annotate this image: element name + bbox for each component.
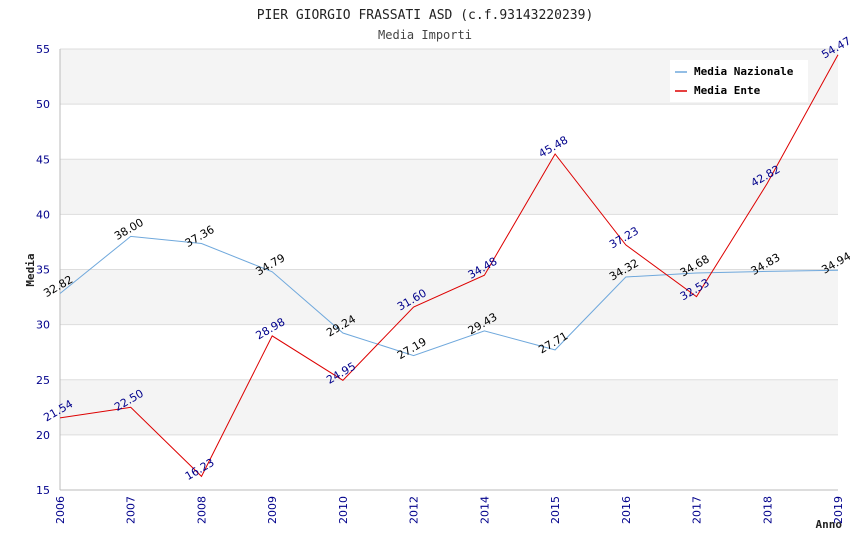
y-tick-label: 40 xyxy=(36,208,50,221)
legend: Media Nazionale Media Ente xyxy=(670,60,808,102)
plot-band xyxy=(60,379,838,435)
x-tick-label: 2010 xyxy=(337,496,350,524)
y-tick-label: 30 xyxy=(36,319,50,332)
plot-band xyxy=(60,104,838,160)
x-tick-label: 2009 xyxy=(266,496,279,524)
y-tick-label: 50 xyxy=(36,98,50,111)
chart-title: PIER GIORGIO FRASSATI ASD (c.f.931432202… xyxy=(257,8,594,23)
y-axis-label: Media xyxy=(24,253,37,286)
series-line-0 xyxy=(59,235,839,357)
x-tick-label: 2019 xyxy=(832,496,845,524)
plot-band xyxy=(60,159,838,215)
x-tick-label: 2006 xyxy=(54,496,67,524)
x-tick-label: 2012 xyxy=(408,496,421,524)
plot-band xyxy=(60,269,838,325)
legend-label-media-ente: Media Ente xyxy=(694,84,761,97)
x-tick-label: 2018 xyxy=(761,496,774,524)
series-lines xyxy=(59,54,839,478)
chart-subtitle: Media Importi xyxy=(378,28,472,42)
plot-band xyxy=(60,214,838,270)
x-tick-label: 2016 xyxy=(620,496,633,524)
x-tick-label: 2014 xyxy=(478,496,491,524)
x-tick-labels: 2006 2007 2008 2009 2010 2012 2014 2015 2016 2017… xyxy=(54,496,845,524)
y-tick-label: 15 xyxy=(36,484,50,497)
legend-box xyxy=(670,60,808,102)
x-axis-label: Anno xyxy=(816,518,843,531)
y-tick-labels: 15 20 25 30 35 40 45 50 55 xyxy=(36,43,50,497)
y-tick-label: 55 xyxy=(36,43,50,56)
x-tick-label: 2015 xyxy=(549,496,562,524)
y-tick-label: 20 xyxy=(36,429,50,442)
x-tick-label: 2007 xyxy=(125,496,138,524)
x-tick-label: 2017 xyxy=(691,496,704,524)
y-tick-label: 25 xyxy=(36,374,50,387)
legend-label-media-nazionale: Media Nazionale xyxy=(694,65,794,78)
x-tick-label: 2008 xyxy=(195,496,208,524)
y-tick-label: 35 xyxy=(36,264,50,277)
plot-band xyxy=(60,324,838,380)
plot-band xyxy=(60,434,838,490)
series-line-1 xyxy=(59,54,839,478)
y-tick-label: 45 xyxy=(36,153,50,166)
